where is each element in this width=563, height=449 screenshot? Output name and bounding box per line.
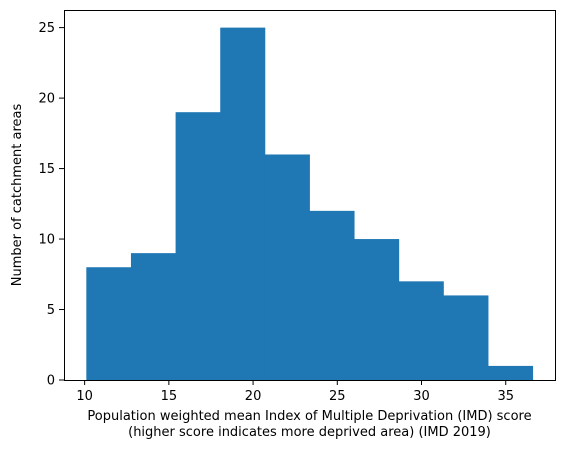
y-tick-label: 10 [38, 233, 55, 248]
x-axis-label-line-2: (higher score indicates more deprived ar… [128, 425, 491, 440]
y-tick-label: 20 [38, 92, 55, 107]
x-tick-label: 35 [497, 389, 514, 404]
plot-frame [64, 10, 556, 381]
x-tick-label: 25 [329, 389, 346, 404]
histogram-bar [130, 253, 176, 380]
histogram-bar [488, 365, 534, 380]
y-tick-label: 0 [47, 374, 55, 389]
x-axis: 10 15 20 25 30 35 [76, 380, 514, 404]
y-axis-label: Number of catchment areas [10, 104, 25, 287]
histogram-bar [220, 27, 266, 380]
y-tick-label: 25 [38, 21, 55, 36]
x-axis-label-line-1: Population weighted mean Index of Multip… [87, 409, 531, 424]
histogram-bar [264, 154, 310, 380]
y-axis: 0 5 10 15 20 25 [38, 21, 64, 389]
x-tick-label: 15 [161, 389, 178, 404]
histogram-bar [443, 295, 489, 380]
histogram-bar [86, 267, 132, 380]
histogram-bar [309, 210, 355, 380]
y-tick-label: 5 [47, 303, 55, 318]
x-tick-label: 30 [413, 389, 430, 404]
histogram-bar [398, 281, 444, 380]
x-tick-label: 20 [245, 389, 262, 404]
y-tick-label: 15 [38, 162, 55, 177]
bars [86, 27, 534, 380]
x-tick-label: 10 [76, 389, 93, 404]
histogram-bar [175, 112, 221, 380]
histogram-bar [354, 239, 400, 380]
